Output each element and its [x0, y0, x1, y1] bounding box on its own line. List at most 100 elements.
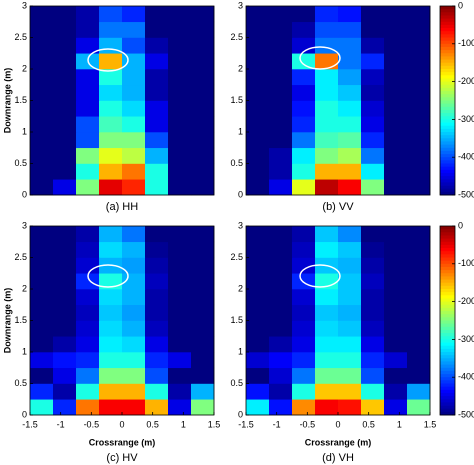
y-tick-label: 0 — [22, 409, 27, 419]
colorbar-step — [440, 342, 455, 347]
heat-cell — [168, 226, 192, 243]
heat-cell — [246, 179, 270, 196]
heat-cell — [191, 273, 215, 290]
colorbar-step — [440, 24, 455, 29]
colorbar-step — [440, 119, 455, 123]
colorbar-step — [440, 100, 455, 105]
x-tick-label: 0.5 — [146, 419, 159, 429]
heat-cell — [269, 273, 293, 290]
panel-caption: (a) HH — [106, 201, 138, 213]
heat-cell — [191, 6, 215, 23]
heat-cell — [361, 320, 385, 337]
colorbar-step — [440, 59, 455, 64]
colorbar-step — [440, 157, 455, 161]
heat-cell — [338, 147, 362, 164]
colorbar-step — [440, 367, 455, 372]
heat-cell — [99, 163, 123, 180]
heat-cell — [76, 336, 100, 353]
heat-cell — [168, 241, 192, 258]
colorbar-step — [440, 40, 455, 45]
heat-cell — [122, 257, 146, 274]
heat-cell — [407, 100, 431, 117]
colorbar-step — [440, 374, 455, 378]
heat-cell — [384, 320, 408, 337]
heat-cell — [30, 320, 54, 337]
colorbar-step — [440, 229, 455, 233]
heat-cell — [122, 289, 146, 306]
heat-cell — [361, 352, 385, 369]
heat-cell — [407, 132, 431, 149]
y-tick-label: 2.5 — [14, 252, 27, 262]
colorbar-step — [440, 364, 455, 369]
heat-cell — [407, 241, 431, 258]
heat-cell — [338, 163, 362, 180]
heat-cell — [315, 147, 339, 164]
heat-cell — [384, 21, 408, 38]
colorbar-step — [440, 238, 455, 243]
heat-cell — [384, 383, 408, 400]
colorbar-step — [440, 411, 455, 416]
heat-cell — [30, 53, 54, 70]
heat-cell — [246, 100, 270, 117]
heat-cell — [30, 163, 54, 180]
heat-cell — [76, 132, 100, 149]
colorbar-step — [440, 91, 455, 95]
heat-cell — [384, 257, 408, 274]
heat-cell — [361, 226, 385, 243]
heat-cell — [269, 336, 293, 353]
heat-cell — [338, 116, 362, 133]
heat-cell — [269, 21, 293, 38]
heat-cell — [99, 399, 123, 416]
heat-cell — [338, 336, 362, 353]
colorbar-step — [440, 336, 455, 340]
heat-cell — [99, 320, 123, 337]
heat-cell — [145, 383, 169, 400]
heat-cell — [53, 320, 77, 337]
colorbar-step — [440, 257, 455, 262]
colorbar-step — [440, 345, 455, 350]
x-tick-label: -1.5 — [22, 419, 38, 429]
heat-cell — [407, 336, 431, 353]
heat-cell — [99, 241, 123, 258]
colorbar-step — [440, 144, 455, 149]
colorbar-step — [440, 191, 455, 196]
colorbar-step — [440, 270, 455, 274]
heat-cell — [292, 132, 316, 149]
heat-cell — [53, 6, 77, 23]
heat-cell — [269, 383, 293, 400]
heat-cell — [407, 257, 431, 274]
colorbar-step — [440, 138, 455, 142]
colorbar-step — [440, 94, 455, 98]
heat-cell — [168, 6, 192, 23]
heat-cell — [99, 304, 123, 321]
heat-cell — [168, 69, 192, 86]
colorbar-step — [440, 263, 455, 268]
heat-cell — [76, 100, 100, 117]
colorbar-step — [440, 15, 455, 19]
colorbar-step — [440, 188, 455, 193]
heat-cell — [30, 132, 54, 149]
heat-cell — [292, 37, 316, 54]
heat-cell — [76, 399, 100, 416]
heat-cell — [292, 383, 316, 400]
heat-cell — [122, 241, 146, 258]
colorbar-step — [440, 176, 455, 180]
heat-cell — [53, 132, 77, 149]
heat-cell — [315, 179, 339, 196]
heat-cell — [99, 116, 123, 133]
heat-cell — [168, 352, 192, 369]
heat-cell — [246, 116, 270, 133]
heat-cell — [338, 241, 362, 258]
heat-cell — [53, 336, 77, 353]
heat-cell — [338, 304, 362, 321]
colorbar-step — [440, 150, 455, 155]
heat-cell — [122, 383, 146, 400]
heat-cell — [145, 21, 169, 38]
heat-cell — [315, 53, 339, 70]
heat-cell — [269, 147, 293, 164]
heat-cell — [246, 273, 270, 290]
heat-cell — [246, 241, 270, 258]
heat-cell — [361, 53, 385, 70]
colorbar-step — [440, 69, 455, 73]
heat-cell — [168, 21, 192, 38]
